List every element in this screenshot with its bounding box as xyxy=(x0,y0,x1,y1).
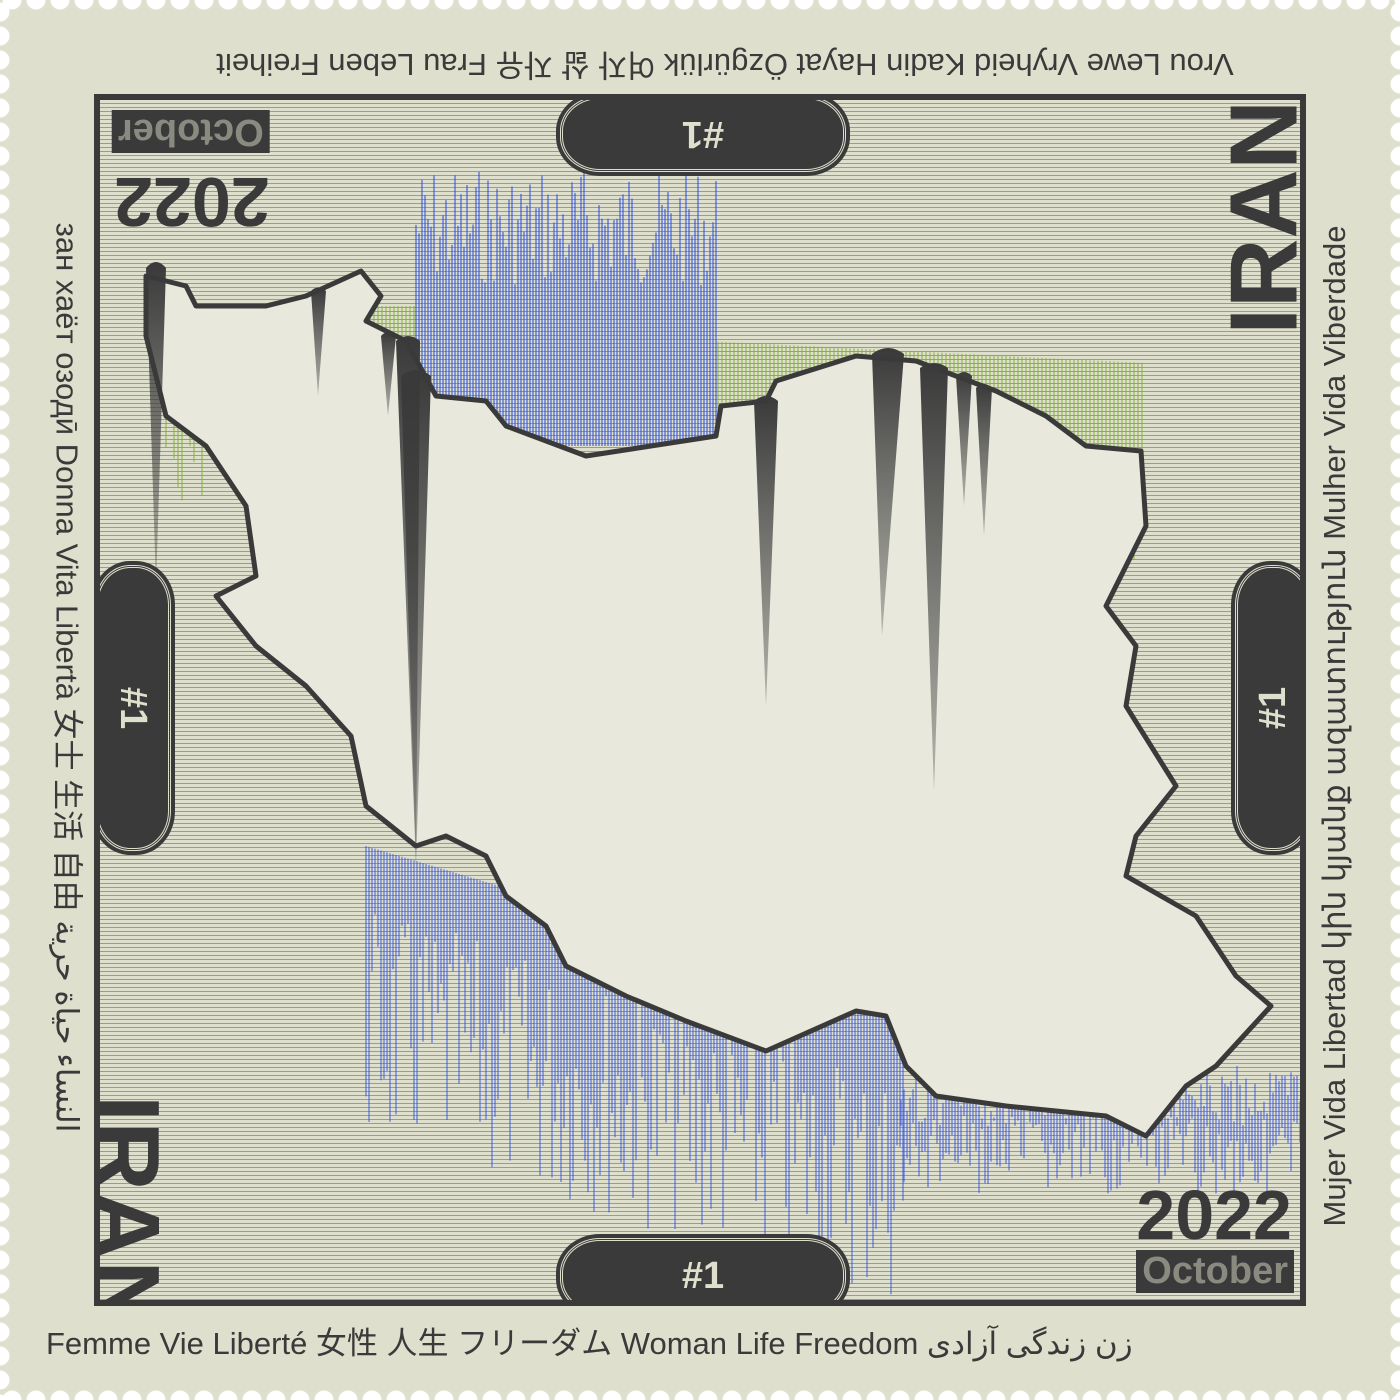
year-top-left: 2022 xyxy=(114,163,270,241)
perforation-top xyxy=(0,0,1400,11)
badge-bottom: #1 xyxy=(560,1238,846,1300)
month-bottom-right: October xyxy=(1136,1250,1294,1293)
border-text-left: зан хаёт озодӣ Donna Vita Libertà 女士 生活 … xyxy=(49,222,85,1133)
perforation-bottom xyxy=(0,1389,1400,1400)
country-label-top-right: IRAN xyxy=(1211,100,1306,335)
month-top-left: October xyxy=(112,110,270,153)
stamp-frame: IRAN IRAN 2022 October 2022 October #1 #… xyxy=(94,94,1306,1306)
badge-top: #1 xyxy=(560,100,846,172)
perforation-left xyxy=(0,0,11,1400)
badge-left: #1 xyxy=(100,565,171,851)
border-text-top: Vrou Lewe Vryheid Kadin Hayat Özgürlük 여… xyxy=(216,47,1234,82)
country-label-bottom-left: IRAN xyxy=(94,1095,179,1300)
perforation-right xyxy=(1389,0,1400,1400)
badge-right: #1 xyxy=(1235,565,1300,851)
border-text-right: Mujer Vida Libertad կին կյանք ազատությու… xyxy=(1317,225,1352,1227)
ink-drips xyxy=(146,262,992,866)
border-text-bottom: Femme Vie Liberté 女性 人生 フリーダム Woman Life… xyxy=(46,1326,1133,1361)
year-bottom-right: 2022 xyxy=(1136,1176,1292,1254)
iran-map xyxy=(143,166,1300,1295)
